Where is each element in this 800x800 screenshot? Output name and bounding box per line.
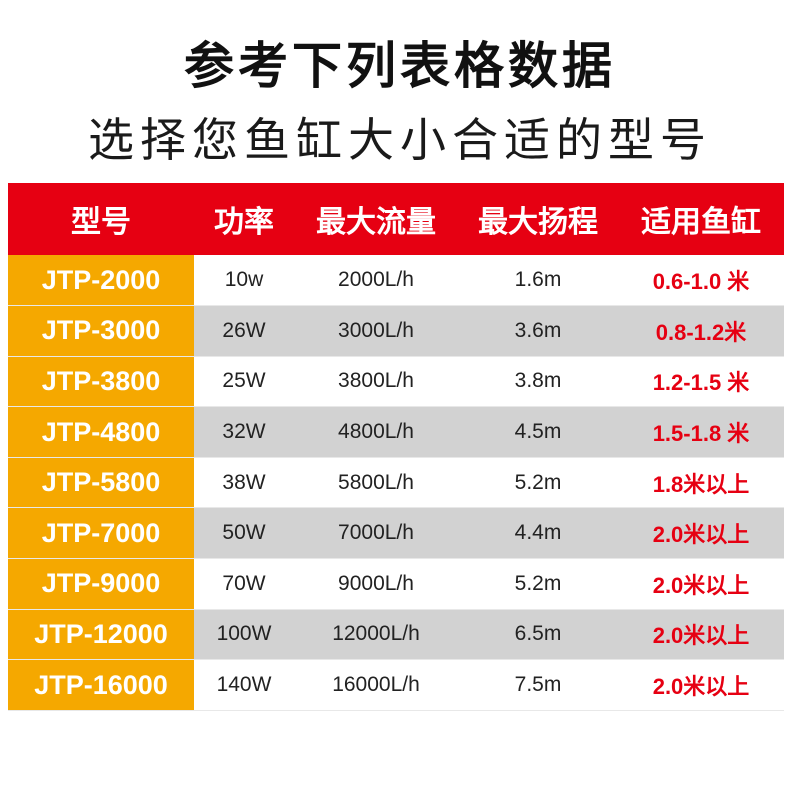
flow-cell: 3000L/h [294, 305, 458, 357]
tank-cell: 2.0米以上 [618, 558, 784, 610]
lift-cell: 3.6m [458, 305, 618, 357]
lift-cell: 4.5m [458, 406, 618, 458]
tank-cell: 1.5-1.8 米 [618, 406, 784, 458]
tank-cell: 0.8-1.2米 [618, 305, 784, 357]
lift-cell: 6.5m [458, 609, 618, 660]
power-cell: 25W [194, 356, 294, 407]
lift-cell: 7.5m [458, 659, 618, 711]
header-power: 功率 [214, 205, 274, 240]
model-cell: JTP-12000 [8, 609, 194, 660]
power-cell: 70W [194, 558, 294, 610]
model-cell: JTP-3800 [8, 356, 194, 407]
table-row: JTP-12000 100W 12000L/h 6.5m 2.0米以上 [8, 609, 784, 660]
model-cell: JTP-7000 [8, 507, 194, 559]
power-cell: 26W [194, 305, 294, 357]
tank-cell: 1.8米以上 [618, 457, 784, 508]
power-cell: 32W [194, 406, 294, 458]
lift-cell: 4.4m [458, 507, 618, 559]
lift-cell: 3.8m [458, 356, 618, 407]
tank-cell: 2.0米以上 [618, 659, 784, 711]
model-cell: JTP-9000 [8, 558, 194, 610]
power-cell: 10w [194, 255, 294, 306]
flow-cell: 7000L/h [294, 507, 458, 559]
header-tank-size: 适用鱼缸 [641, 205, 761, 240]
table-row: JTP-7000 50W 7000L/h 4.4m 2.0米以上 [8, 507, 784, 559]
power-cell: 140W [194, 659, 294, 711]
spec-table: 型号 功率 最大流量 最大扬程 适用鱼缸 JTP-2000 10w 2000L/… [8, 183, 784, 711]
page-title: 参考下列表格数据 [184, 37, 616, 95]
header-max-lift: 最大扬程 [478, 205, 598, 240]
table-row: JTP-9000 70W 9000L/h 5.2m 2.0米以上 [8, 558, 784, 610]
tank-cell: 2.0米以上 [618, 609, 784, 660]
power-cell: 50W [194, 507, 294, 559]
lift-cell: 5.2m [458, 457, 618, 508]
table-row: JTP-3800 25W 3800L/h 3.8m 1.2-1.5 米 [8, 356, 784, 407]
table-header-row: 型号 功率 最大流量 最大扬程 适用鱼缸 [8, 183, 784, 255]
header-model: 型号 [71, 205, 131, 240]
table-row: JTP-5800 38W 5800L/h 5.2m 1.8米以上 [8, 457, 784, 508]
table-row: JTP-4800 32W 4800L/h 4.5m 1.5-1.8 米 [8, 406, 784, 458]
model-cell: JTP-2000 [8, 255, 194, 306]
table-row: JTP-16000 140W 16000L/h 7.5m 2.0米以上 [8, 659, 784, 711]
flow-cell: 5800L/h [294, 457, 458, 508]
flow-cell: 9000L/h [294, 558, 458, 610]
tank-cell: 2.0米以上 [618, 507, 784, 559]
tank-cell: 1.2-1.5 米 [618, 356, 784, 407]
model-cell: JTP-4800 [8, 406, 194, 458]
model-cell: JTP-3000 [8, 305, 194, 357]
flow-cell: 16000L/h [294, 659, 458, 711]
flow-cell: 3800L/h [294, 356, 458, 407]
power-cell: 38W [194, 457, 294, 508]
header-max-flow: 最大流量 [316, 205, 436, 240]
model-cell: JTP-5800 [8, 457, 194, 508]
table-row: JTP-3000 26W 3000L/h 3.6m 0.8-1.2米 [8, 305, 784, 357]
lift-cell: 5.2m [458, 558, 618, 610]
flow-cell: 2000L/h [294, 255, 458, 306]
page-subtitle: 选择您鱼缸大小合适的型号 [88, 113, 712, 167]
model-cell: JTP-16000 [8, 659, 194, 711]
lift-cell: 1.6m [458, 255, 618, 306]
table-row: JTP-2000 10w 2000L/h 1.6m 0.6-1.0 米 [8, 255, 784, 306]
tank-cell: 0.6-1.0 米 [618, 255, 784, 306]
power-cell: 100W [194, 609, 294, 660]
flow-cell: 4800L/h [294, 406, 458, 458]
flow-cell: 12000L/h [294, 609, 458, 660]
